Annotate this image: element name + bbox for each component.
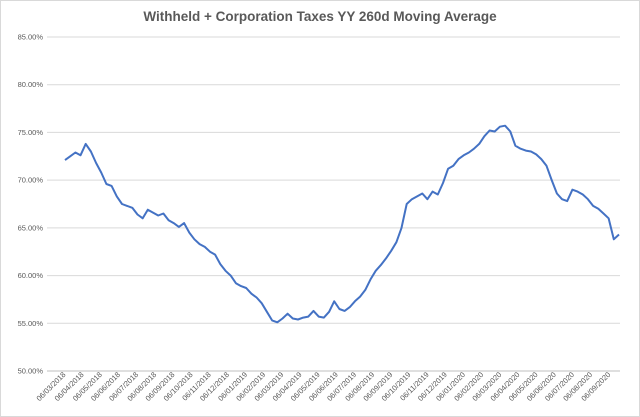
y-tick-label: 50.00% xyxy=(18,367,44,376)
y-tick-label: 55.00% xyxy=(18,319,44,328)
y-tick-label: 75.00% xyxy=(18,128,44,137)
y-tick-label: 85.00% xyxy=(18,33,44,42)
gridlines xyxy=(47,36,620,372)
series-layer xyxy=(64,124,620,324)
y-axis-ticks: 50.00% 55.00% 60.00% 65.00% 70.00% 75.00% 80.0… xyxy=(18,33,44,376)
y-tick-label: 65.00% xyxy=(18,223,44,232)
series-line xyxy=(64,124,620,324)
x-axis-ticks: 06/03/201806/04/201806/05/201806/06/2018… xyxy=(35,370,613,403)
chart-title: Withheld + Corporation Taxes YY 260d Mov… xyxy=(143,9,497,24)
y-tick-label: 80.00% xyxy=(18,80,44,89)
y-tick-label: 70.00% xyxy=(18,176,44,185)
y-tick-label: 60.00% xyxy=(18,271,44,280)
